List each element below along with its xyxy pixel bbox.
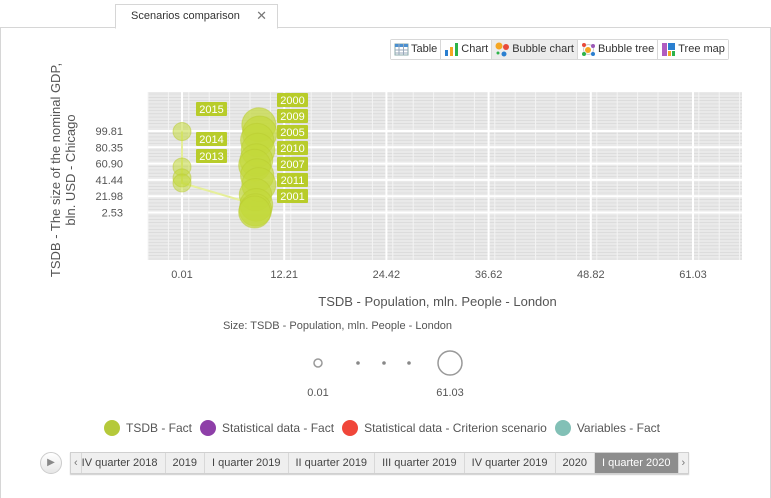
legend-item[interactable]: TSDB - Fact [104,420,192,436]
size-legend-title: Size: TSDB - Population, mln. People - L… [222,320,453,332]
data-label-bg [277,125,308,139]
bubble-chart[interactable]: 0.01 12.21 24.42 36.62 48.82 61.03 99.81 80.35 6… [0,0,771,400]
view-bubble-tree-button[interactable]: Bubble tree [577,40,659,59]
data-label: 2014 [199,134,223,146]
data-label-bg [196,132,227,146]
data-label: 2013 [199,151,223,163]
data-label: 2005 [280,127,304,139]
view-label: Tree map [678,43,725,55]
tab-title: Scenarios comparison [131,10,240,22]
legend-marker [342,420,359,436]
size-legend-dot [382,361,386,365]
size-legend-max-circle [437,350,463,376]
view-switcher: Table Chart Bubble chart Bubble tree Tre… [390,39,729,60]
timeline-item[interactable]: IV quarter 2018 [82,453,166,473]
legend-item[interactable]: Variables - Fact [554,420,660,436]
size-legend-min-circle [313,358,323,368]
timeline-item-selected[interactable]: I quarter 2020 [595,453,679,473]
timeline-item[interactable]: I quarter 2019 [205,453,289,473]
data-label-bg [277,173,308,187]
legend-label: Statistical data - Fact [222,421,335,435]
view-table-button[interactable]: Table [391,40,442,59]
tab-scenarios-comparison[interactable]: Scenarios comparison ✕ [115,4,278,29]
size-legend-min-label: 0.01 [307,387,328,399]
view-bubble-chart-button[interactable]: Bubble chart [492,40,578,59]
data-label: 2000 [280,95,304,107]
y-tick-label: 21.98 [95,191,123,203]
timeline-item[interactable]: III quarter 2019 [375,453,465,473]
y-tick-label: 60.90 [95,159,123,171]
bubble-2008 [238,195,272,229]
x-tick-label: 0.01 [171,269,192,281]
timeline-item[interactable]: IV quarter 2019 [465,453,556,473]
size-legend-dot [407,361,411,365]
bubble-2015 [172,122,192,142]
legend-item[interactable]: Statistical data - Fact [200,420,334,436]
legend-label: Variables - Fact [576,421,660,435]
bubble-2012 [172,173,192,193]
play-button[interactable]: ▶ [40,452,62,474]
data-label: 2010 [280,143,304,155]
bubble-tree-icon [581,43,595,56]
data-label: 2009 [280,111,304,123]
x-tick-label: 24.42 [373,269,401,281]
view-label: Bubble chart [512,43,574,55]
legend: TSDB - Fact Statistical data - Fact Stat… [104,420,660,436]
timeline: ‹ IV quarter 2018 2019 I quarter 2019 II… [70,452,690,474]
view-chart-button[interactable]: Chart [441,40,493,59]
x-tick-label: 36.62 [475,269,503,281]
size-legend-dot [356,361,360,365]
legend-item[interactable]: Statistical data - Criterion scenario [342,420,547,436]
timeline-item[interactable]: II quarter 2019 [289,453,376,473]
data-label: 2015 [199,104,223,116]
x-tick-label: 12.21 [270,269,298,281]
view-label: Bubble tree [597,43,655,55]
legend-marker [104,420,120,436]
y-tick-label: 2.53 [102,208,123,220]
data-label-bg [277,141,308,155]
timeline-item[interactable]: 2020 [556,453,595,473]
x-axis-title: TSDB - Population, mln. People - London [318,294,557,309]
bar-chart-icon [445,43,459,56]
legend-marker [200,420,217,436]
data-label-bg [196,102,227,116]
view-tree-map-button[interactable]: Tree map [658,40,728,59]
data-label: 2011 [281,175,305,187]
y-tick-label: 80.35 [95,142,123,154]
legend-label: TSDB - Fact [126,421,193,435]
y-tick-label: 41.44 [95,175,123,187]
data-label: 2001 [280,191,304,203]
table-icon [394,43,409,56]
data-label-bg [277,109,308,123]
x-tick-label: 48.82 [577,269,605,281]
timeline-next-button[interactable]: › [681,457,686,469]
data-label-bg [277,157,308,171]
data-label-bg [277,93,308,107]
bubble-chart-icon [495,42,510,57]
view-label: Chart [461,43,489,55]
legend-marker [554,420,571,436]
x-tick-label: 61.03 [679,269,707,281]
close-icon[interactable]: ✕ [256,8,267,23]
data-label-bg [196,149,227,163]
legend-label: Statistical data - Criterion scenario [364,421,547,435]
view-label: Table [411,43,438,55]
timeline-item[interactable]: 2019 [166,453,205,473]
y-tick-label: 99.81 [95,126,123,138]
data-label: 2007 [280,159,304,171]
tab-bar: Scenarios comparison ✕ [0,0,771,29]
tree-map-icon [662,43,676,56]
data-label-bg [277,189,308,203]
timeline-prev-button[interactable]: ‹ [71,453,82,473]
size-legend-max-label: 61.03 [436,387,464,399]
